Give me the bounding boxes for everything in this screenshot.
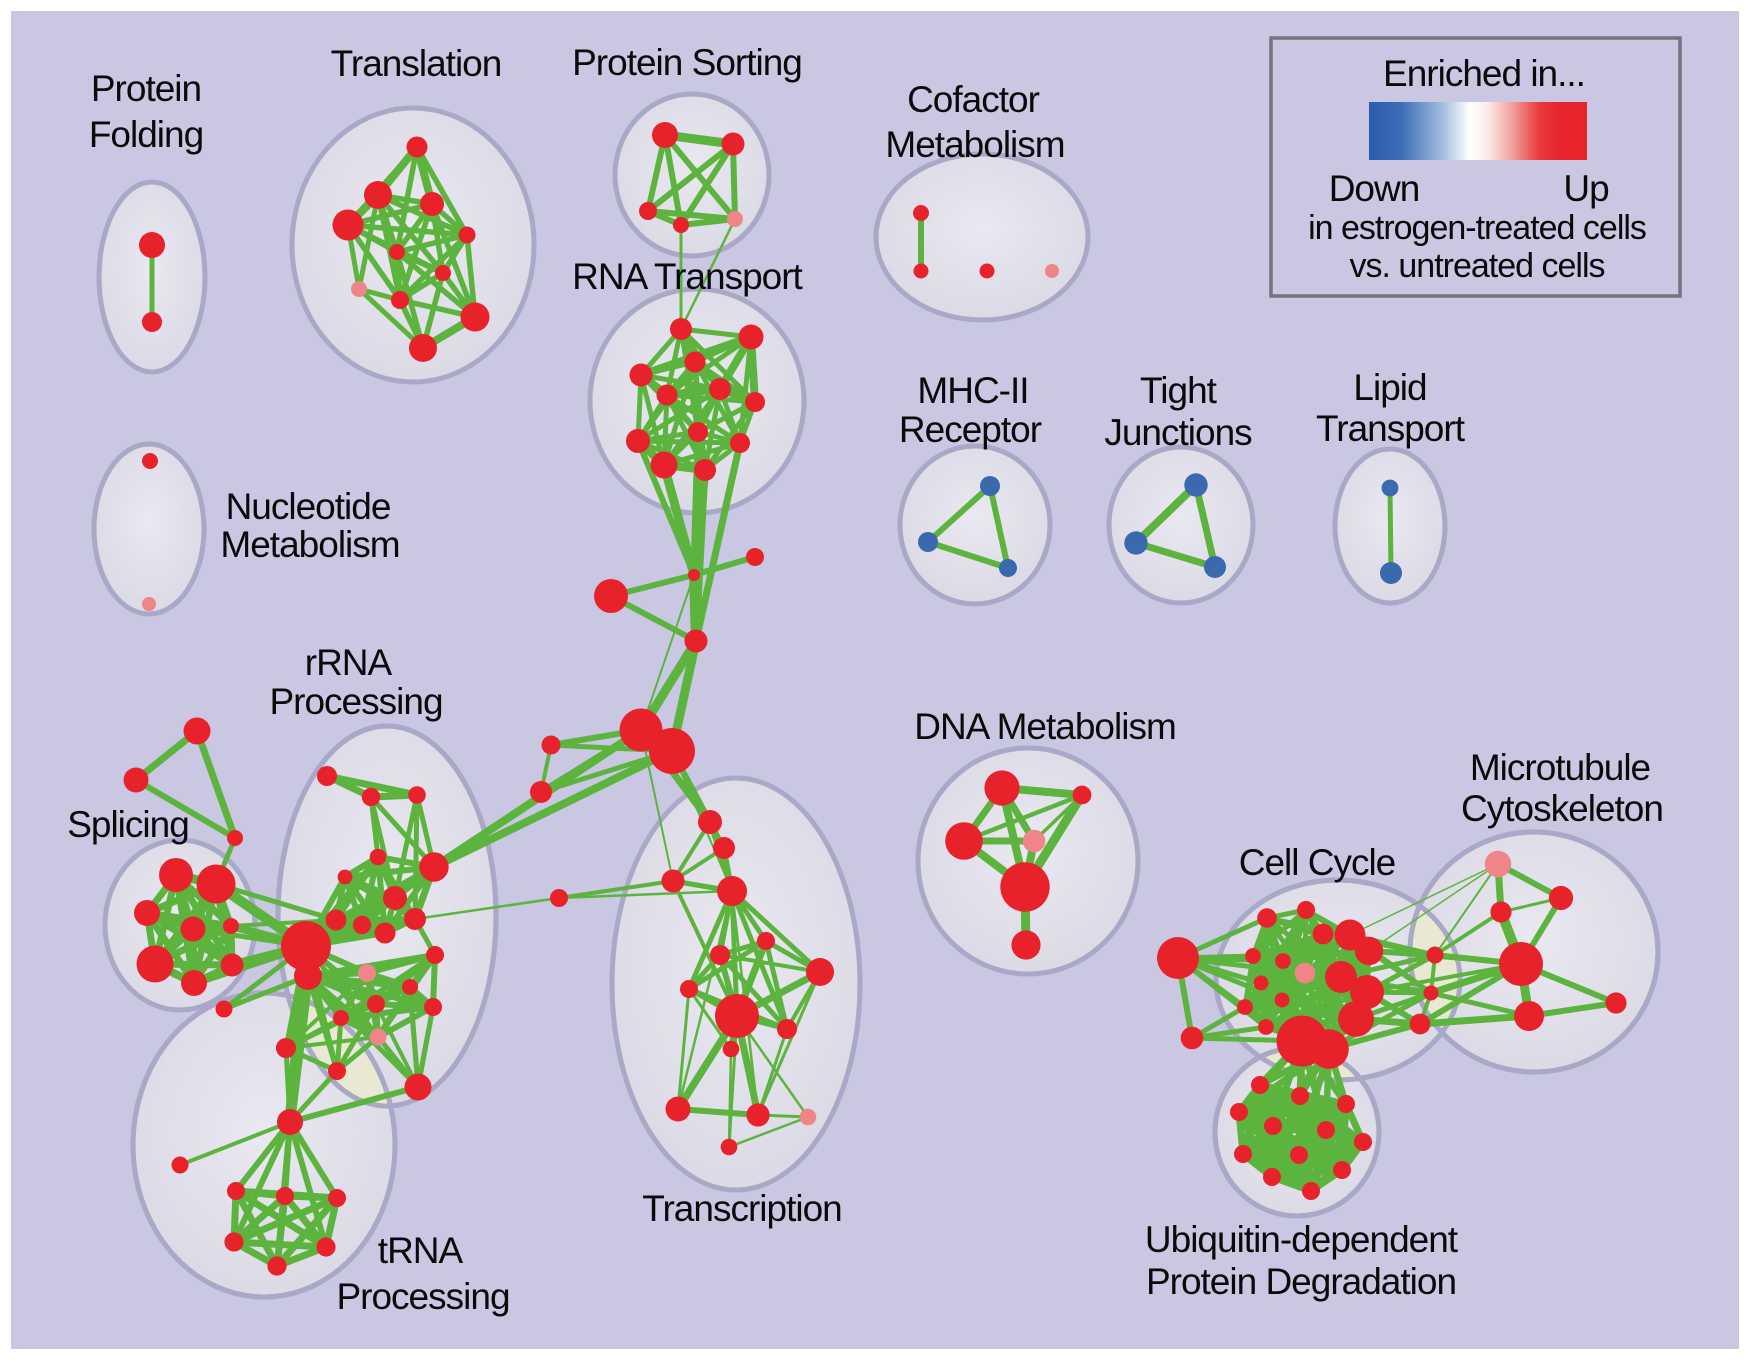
svg-text:tRNA: tRNA [378,1230,464,1271]
svg-text:Protein: Protein [91,68,201,109]
svg-text:Splicing: Splicing [67,804,189,845]
svg-text:Metabolism: Metabolism [220,524,399,565]
svg-text:vs. untreated cells: vs. untreated cells [1349,247,1604,285]
svg-text:Folding: Folding [89,114,203,155]
svg-text:Cofactor: Cofactor [907,79,1040,120]
svg-text:Metabolism: Metabolism [885,124,1064,165]
svg-text:Receptor: Receptor [899,409,1042,450]
svg-text:MHC-II: MHC-II [917,370,1028,411]
svg-text:Tight: Tight [1140,370,1218,411]
svg-text:Enriched in...: Enriched in... [1383,53,1585,94]
svg-text:Transport: Transport [1316,408,1466,449]
svg-text:Processing: Processing [336,1276,509,1317]
svg-text:RNA Transport: RNA Transport [572,256,803,297]
svg-text:Down: Down [1329,168,1420,209]
svg-text:Translation: Translation [331,43,502,84]
svg-text:in estrogen-treated cells: in estrogen-treated cells [1308,209,1646,247]
svg-text:Protein Degradation: Protein Degradation [1146,1261,1456,1302]
svg-text:Processing: Processing [269,681,442,722]
svg-text:DNA Metabolism: DNA Metabolism [914,706,1176,747]
svg-text:Up: Up [1563,168,1609,209]
svg-text:Cytoskeleton: Cytoskeleton [1461,788,1663,829]
svg-text:Ubiquitin-dependent: Ubiquitin-dependent [1145,1219,1459,1260]
svg-text:rRNA: rRNA [305,642,393,683]
svg-text:Transcription: Transcription [642,1188,841,1229]
svg-text:Lipid: Lipid [1353,367,1426,408]
svg-text:Microtubule: Microtubule [1470,747,1650,788]
svg-text:Nucleotide: Nucleotide [226,486,391,527]
svg-text:Protein Sorting: Protein Sorting [572,42,802,83]
svg-text:Junctions: Junctions [1104,412,1252,453]
svg-text:Cell Cycle: Cell Cycle [1239,842,1396,883]
